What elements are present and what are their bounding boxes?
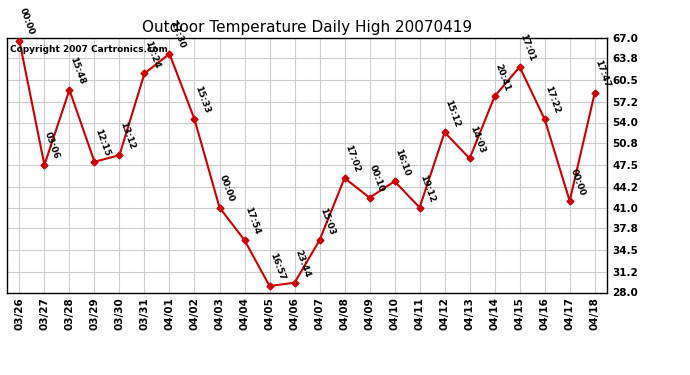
Text: 03:06: 03:06 (43, 131, 61, 161)
Text: 14:03: 14:03 (469, 124, 486, 154)
Text: 17:47: 17:47 (593, 58, 611, 89)
Text: 00:00: 00:00 (18, 7, 36, 37)
Text: 15:24: 15:24 (143, 39, 161, 69)
Text: 00:10: 00:10 (368, 164, 386, 194)
Text: 20:41: 20:41 (493, 62, 511, 92)
Title: Outdoor Temperature Daily High 20070419: Outdoor Temperature Daily High 20070419 (142, 20, 472, 35)
Text: 16:10: 16:10 (393, 147, 411, 177)
Text: 00:00: 00:00 (218, 174, 236, 203)
Text: 17:54: 17:54 (243, 206, 262, 236)
Text: Copyright 2007 Cartronics.com: Copyright 2007 Cartronics.com (10, 45, 168, 54)
Text: 13:12: 13:12 (118, 121, 137, 151)
Text: 15:03: 15:03 (318, 206, 336, 236)
Text: 17:01: 17:01 (518, 33, 537, 63)
Text: 23:44: 23:44 (293, 248, 311, 279)
Text: 17:22: 17:22 (543, 85, 562, 115)
Text: 15:48: 15:48 (68, 56, 86, 86)
Text: 19:12: 19:12 (418, 173, 437, 203)
Text: 00:00: 00:00 (569, 167, 586, 197)
Text: 17:02: 17:02 (343, 144, 362, 174)
Text: 15:33: 15:33 (193, 85, 211, 115)
Text: 16:57: 16:57 (268, 252, 286, 282)
Text: 12:15: 12:15 (93, 128, 111, 158)
Text: 17:30: 17:30 (168, 20, 186, 50)
Text: 15:12: 15:12 (443, 98, 462, 128)
